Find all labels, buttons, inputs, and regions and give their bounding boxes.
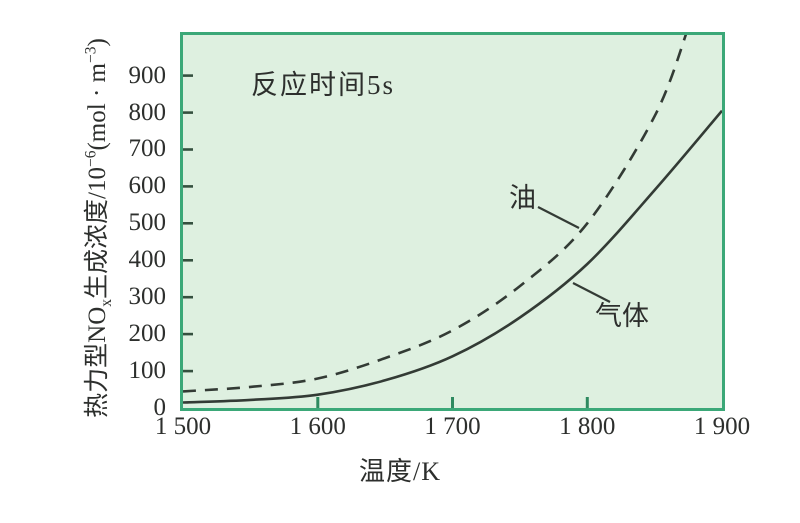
y-tick-label: 200 [128,320,167,348]
x-tick-label: 1 500 [154,413,212,440]
gas-leader-line [572,282,611,303]
y-axis-label-part: ) [84,38,111,47]
x-tick-label: 1 800 [559,413,616,440]
y-tick-label: 600 [128,172,167,200]
y-tick-label: 700 [128,135,167,163]
x-tick-label: 1 900 [693,413,751,440]
y-tick-label: 500 [128,209,167,237]
gas-curve [183,109,722,404]
x-tick-label: 1 700 [424,413,481,440]
y-tick-label: 100 [128,357,167,385]
y-tick-label: 800 [128,98,167,126]
y-tick-label: 300 [128,283,167,311]
oil-leader-line [537,206,580,229]
oil-curve-label: 油 [509,183,536,213]
y-tick-label: 900 [128,61,167,89]
chart-svg [183,35,722,408]
y-tick-label: 0 [153,394,167,421]
gas-curve-label: 气体 [595,301,649,331]
x-axis-label: 温度/K [358,457,441,486]
annotation-reaction-time: 反应时间5s [251,70,396,100]
oil-curve [183,35,688,393]
y-tick-label: 400 [128,246,167,274]
plot-area: 反应时间5s 油 气体 [180,32,725,411]
x-tick-label: 1 600 [289,413,346,440]
y-axis-label-superscript: −3 [82,46,100,64]
y-axis-label-superscript: −6 [82,150,100,168]
